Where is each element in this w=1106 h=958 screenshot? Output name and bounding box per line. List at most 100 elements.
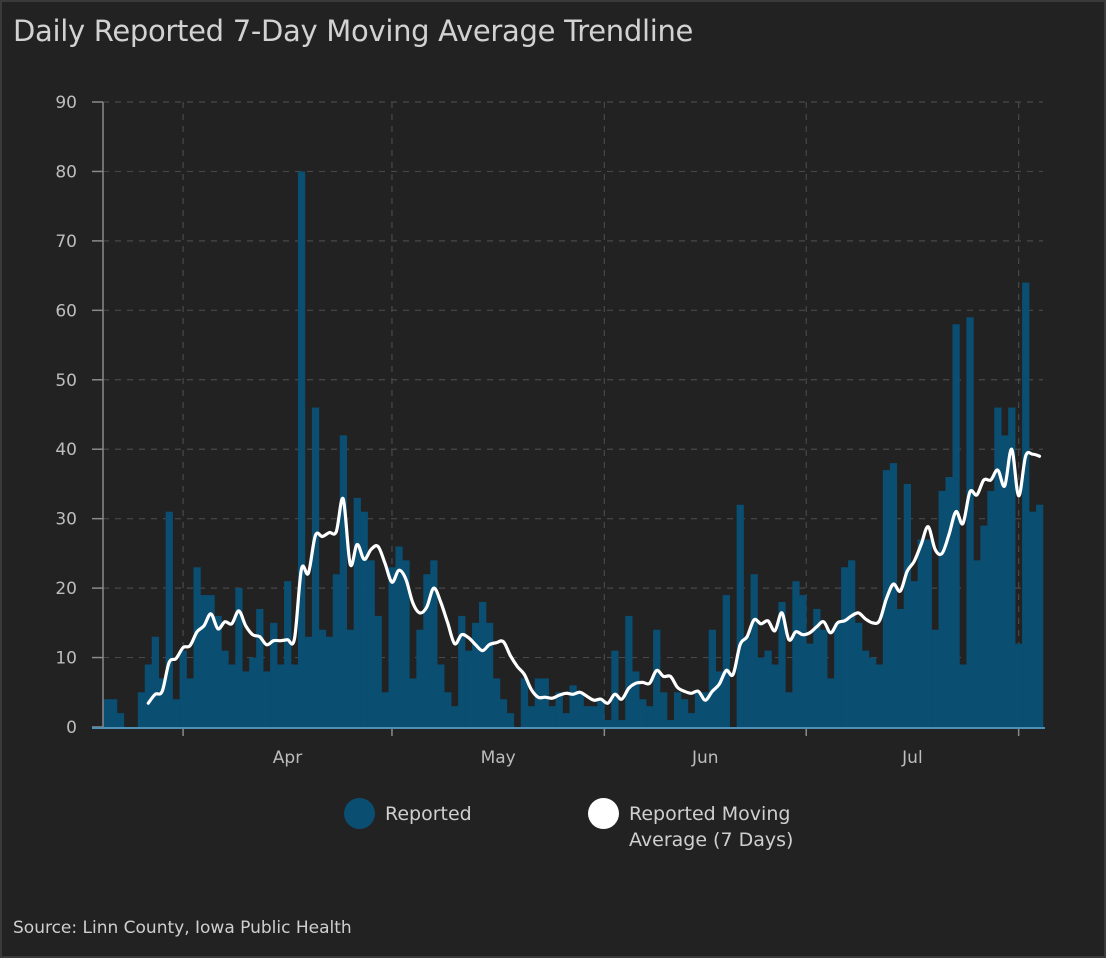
bar-reported — [158, 678, 166, 727]
bar-reported — [722, 595, 730, 727]
bar-reported — [715, 671, 724, 727]
bar-reported — [451, 706, 459, 727]
x-tick-label: May — [481, 748, 516, 768]
bar-reported — [639, 699, 647, 727]
bar-reported — [910, 581, 918, 727]
y-tick-label: 10 — [55, 649, 77, 669]
bar-reported — [583, 706, 591, 727]
bar-reported — [938, 490, 946, 727]
legend-item-reported[interactable]: Reported — [344, 798, 472, 829]
bar-reported — [374, 615, 382, 727]
bar-reported — [611, 650, 619, 727]
bar-reported — [304, 636, 313, 727]
bar-reported — [834, 622, 842, 727]
y-tick-label: 50 — [55, 371, 77, 391]
x-tick-label: Jul — [901, 748, 923, 768]
bar-reported — [339, 435, 348, 727]
bar-reported — [388, 567, 396, 727]
y-axis-ticks: 0 10 20 30 40 50 60 70 80 90 — [55, 93, 77, 738]
y-tick-label: 0 — [66, 718, 77, 738]
bar-reported — [151, 636, 160, 727]
bar-reported — [395, 546, 403, 727]
bar-reported — [144, 664, 153, 727]
x-tick-label: Jun — [691, 748, 719, 768]
bar-reported — [235, 588, 243, 727]
bar-reported — [249, 657, 257, 727]
source-note: Source: Linn County, Iowa Public Health — [13, 918, 352, 938]
bar-reported — [109, 699, 118, 727]
y-tick-label: 70 — [55, 232, 77, 252]
bar-reported — [416, 629, 424, 727]
legend-label-moving-average: Reported Moving Average (7 Days) — [629, 801, 793, 853]
legend-item-moving-average[interactable]: Reported Moving Average (7 Days) — [588, 798, 793, 853]
bar-reported — [325, 636, 334, 727]
bar-reported — [291, 664, 299, 727]
bar-reported — [868, 657, 877, 727]
bar-reported — [116, 713, 125, 727]
bar-reported — [785, 692, 793, 727]
bar-reported — [855, 622, 863, 727]
bar-reported — [896, 608, 905, 727]
bar-reported — [284, 581, 292, 727]
bar-reported — [945, 477, 953, 727]
bar-reported — [987, 490, 995, 727]
bar-reported — [256, 608, 264, 727]
bar-reported — [506, 713, 515, 727]
bar-reported — [604, 720, 612, 727]
bar-reported — [353, 497, 361, 727]
bar-reported — [1001, 435, 1009, 727]
bar-reported — [590, 706, 598, 727]
bar-reported — [757, 657, 765, 727]
bar-reported — [207, 595, 215, 727]
bar-reported — [1022, 282, 1030, 727]
y-tick-label: 40 — [55, 440, 77, 460]
bars-series-reported — [103, 171, 1044, 727]
y-tick-label: 30 — [55, 510, 77, 530]
bar-reported — [889, 463, 898, 727]
bar-reported — [959, 664, 967, 727]
bar-reported — [200, 595, 208, 727]
bar-reported — [799, 595, 807, 727]
bar-reported — [221, 650, 229, 727]
bar-reported — [687, 713, 696, 727]
chart-title: Daily Reported 7-Day Moving Average Tren… — [13, 14, 694, 48]
y-tick-label: 60 — [55, 301, 77, 321]
bar-reported — [618, 720, 626, 727]
bar-reported — [137, 692, 146, 727]
bar-reported — [165, 511, 173, 727]
bar-reported — [701, 692, 710, 727]
bar-reported — [263, 671, 271, 727]
bar-reported — [360, 511, 368, 727]
bar-reported — [458, 615, 466, 727]
bar-reported — [653, 629, 661, 727]
bar-reported — [1015, 643, 1023, 727]
bar-reported — [444, 692, 452, 727]
bar-reported — [402, 560, 410, 727]
bar-reported — [994, 407, 1002, 727]
bar-reported — [861, 650, 870, 727]
legend-swatch-reported — [344, 798, 375, 829]
bar-reported — [917, 539, 925, 727]
bar-reported — [103, 699, 111, 727]
bar-reported — [562, 713, 570, 727]
moving-average-line — [146, 447, 1042, 705]
bar-reported — [667, 720, 675, 727]
bar-reported — [485, 622, 494, 727]
bar-reported — [764, 650, 772, 727]
bar-reported — [381, 692, 389, 727]
bar-reported — [409, 678, 417, 727]
bar-reported — [242, 671, 250, 727]
bar-reported — [548, 706, 556, 727]
bar-reported — [673, 692, 682, 727]
bar-reported — [632, 671, 640, 727]
bar-reported — [680, 699, 689, 727]
x-axis-ticks: Apr May Jun Jul — [273, 748, 923, 768]
bar-reported — [903, 483, 912, 727]
bar-reported — [311, 407, 320, 727]
bar-reported — [660, 692, 668, 727]
bar-reported — [555, 692, 563, 727]
bar-reported — [980, 525, 988, 727]
legend-label-reported: Reported — [385, 803, 472, 825]
bar-reported — [541, 678, 549, 727]
